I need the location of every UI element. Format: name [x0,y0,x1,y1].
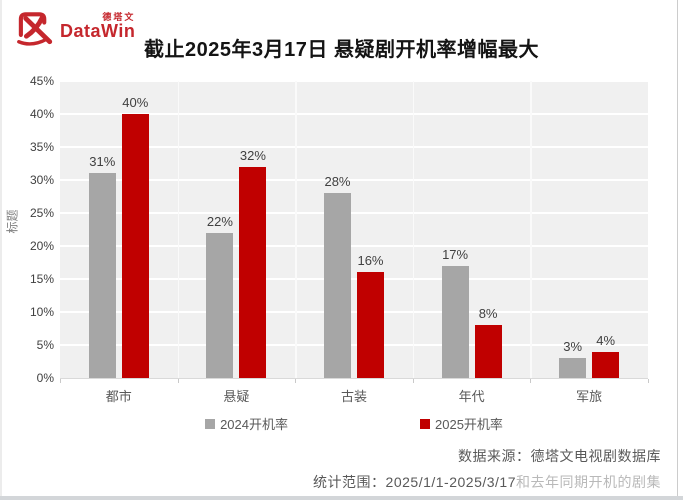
bar-2024开机率-悬疑: 22% [206,214,234,378]
gridline-vertical [530,81,532,378]
gridline-horizontal [60,344,648,346]
y-axis-tick-label: 20% [29,239,54,253]
y-axis-tick-label: 15% [29,272,54,286]
bar-value-label: 8% [478,306,498,322]
x-axis-tick-mark [412,379,414,383]
left-edge-border [0,0,2,500]
bar-2025开机率-都市: 40% [121,95,149,378]
y-axis-tick-label: 0% [36,371,54,385]
bar-value-label: 22% [206,213,233,229]
bar-value-label: 40% [122,95,149,110]
gridline-horizontal [60,113,648,115]
bar-2024开机率-军旅: 3% [559,339,587,378]
y-axis-tick-label: 45% [29,74,54,88]
bar-2024开机率-年代: 17% [441,247,469,378]
plot-area [60,80,648,378]
gridline-horizontal [60,311,648,313]
statistics-scope-note: 统计范围：2025/1/1-2025/3/17和去年同期开机的剧集 [313,472,661,492]
bar-value-label: 4% [596,332,616,348]
logo-brand-en: DataWin [60,21,136,41]
gridline-horizontal [60,146,648,148]
chart-title: 截止2025年3月17日 悬疑剧开机率增幅最大 [144,39,539,61]
gridline-horizontal [60,212,648,214]
legend-entry-2024开机率: 2024开机率 [205,414,288,433]
bar-2024开机率-都市: 31% [88,154,116,378]
bar-2025开机率-军旅: 4% [592,333,620,378]
gridline-horizontal [60,179,648,181]
bar-value-label: 32% [239,147,266,163]
legend-entry-2025开机率: 2025开机率 [420,414,503,433]
legend-label: 2024开机率 [220,417,288,432]
gridline-horizontal [60,245,648,247]
bar-2024开机率-古装: 28% [323,174,351,378]
x-axis-tick-mark [530,379,532,383]
legend-swatch-icon [420,418,430,429]
x-axis-category-label: 军旅 [576,389,603,404]
datawin-logo-icon [17,12,53,46]
gridline-horizontal [60,278,648,280]
scope-text-faded: 和去年同期开机的剧集 [516,474,661,490]
data-source-note: 数据来源：德塔文电视剧数据库 [458,448,661,464]
bar-group-古装: 28% 16% [295,81,413,378]
y-axis-tick-label: 40% [29,107,54,121]
gridline-vertical [177,81,180,378]
bottom-edge-bar [0,496,683,500]
bar-group-军旅: 3% 4% [530,81,648,378]
datawin-logo: 德塔文 DataWin [14,8,135,48]
bar-value-label: 17% [442,246,469,262]
y-axis-tick-label: 35% [29,140,54,154]
bar-value-label: 31% [89,154,116,170]
gridline-vertical [295,81,297,378]
bar-value-label: 28% [324,174,351,190]
bar-group-都市: 31% 40% [60,81,178,378]
x-axis-category-label: 悬疑 [223,389,250,404]
x-axis-tick-mark [648,379,649,383]
x-axis-tick-mark [295,379,297,383]
bar-value-label: 3% [563,339,583,355]
x-axis-category-label: 年代 [458,389,485,404]
y-axis-tick-label: 10% [29,305,54,319]
chart-legend: 2024开机率 2025开机率 [60,414,648,433]
bar-group-年代: 17% 8% [413,81,531,378]
legend-swatch-icon [205,418,216,429]
scope-text: 统计范围：2025/1/1-2025/3/17 [313,474,516,490]
right-edge-border [677,0,678,500]
bar-2025开机率-古装: 16% [356,253,384,378]
y-axis-tick-label: 5% [36,338,54,352]
gridline-vertical [412,81,415,378]
x-axis-line [60,378,648,379]
bar-2025开机率-年代: 8% [474,306,502,378]
datawin-logo-text: 德塔文 DataWin [60,12,135,41]
x-axis-category-label: 都市 [105,389,132,404]
y-axis-tick-label: 25% [29,206,54,220]
x-axis-tick-mark [60,379,61,383]
bar-2025开机率-悬疑: 32% [239,148,267,378]
bar-value-label: 16% [357,253,384,269]
legend-label: 2025开机率 [435,417,503,432]
x-axis-tick-mark [177,379,179,383]
x-axis-category-label: 古装 [340,389,367,404]
logo-brand-cn: 德塔文 [102,12,136,22]
gridline-horizontal [60,80,648,82]
bar-group-悬疑: 22% 32% [178,81,296,378]
y-axis-tick-label: 30% [29,173,54,187]
